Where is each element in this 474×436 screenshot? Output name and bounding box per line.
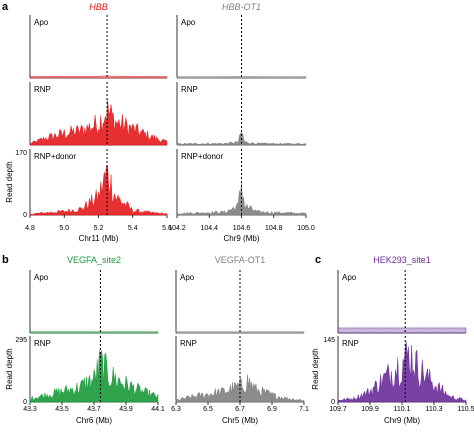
chart-title: VEGFA-OT1 — [215, 255, 266, 265]
x-tick-label: 6.7 — [235, 406, 245, 413]
row-label: RNP — [342, 339, 359, 348]
x-axis-label: Chr9 (Mb) — [384, 416, 420, 425]
x-tick-label: 5.0 — [59, 225, 69, 232]
x-tick-label: 110.5 — [458, 406, 474, 413]
row-label: RNP — [181, 85, 198, 94]
x-axis-label: Chr9 (Mb) — [223, 234, 259, 243]
row-label: Apo — [181, 18, 196, 27]
x-tick-label: 5.4 — [128, 225, 138, 232]
x-axis-label: Chr11 (Mb) — [79, 234, 119, 243]
x-tick-label: 110.3 — [426, 406, 443, 413]
x-tick-label: 5.6 — [162, 225, 172, 232]
x-tick-label: 5.2 — [94, 225, 104, 232]
y-tick-label: 145 — [323, 337, 335, 344]
chart-title: HBB — [89, 2, 108, 12]
series-area-apo — [29, 331, 159, 334]
row-label: RNP+donor — [181, 152, 223, 161]
x-tick-label: 43.3 — [23, 406, 37, 413]
x-tick-label: 104.4 — [200, 225, 218, 232]
series-area-rnp-donor — [29, 165, 168, 216]
x-tick-label: 6.5 — [203, 406, 213, 413]
y-axis-label: Read depth — [311, 348, 320, 389]
x-tick-label: 7.1 — [299, 406, 309, 413]
panel-letter-a: a — [2, 1, 9, 13]
x-tick-label: 104.2 — [168, 225, 186, 232]
series-area-apo — [29, 75, 168, 79]
x-tick-label: 43.5 — [55, 406, 69, 413]
x-tick-label: 104.6 — [233, 225, 251, 232]
row-label: RNP — [180, 339, 197, 348]
x-tick-label: 109.9 — [361, 406, 379, 413]
series-area-rnp — [337, 341, 467, 403]
x-tick-label: 43.9 — [119, 406, 133, 413]
panel-letter-b: b — [2, 254, 9, 266]
series-area-apo — [176, 75, 307, 79]
y-tick-label: 170 — [15, 150, 27, 157]
series-area-apo — [337, 327, 467, 334]
row-label: Apo — [34, 18, 49, 27]
x-tick-label: 104.8 — [265, 225, 283, 232]
x-axis-label: Chr5 (Mb) — [222, 416, 258, 425]
chart-title: HBB-OT1 — [222, 2, 261, 12]
y-axis-label: Read depth — [5, 348, 14, 389]
row-label: RNP — [34, 85, 51, 94]
series-area-rnp — [29, 350, 159, 403]
series-area-rnp — [29, 99, 168, 146]
y-tick-label: 295 — [15, 337, 27, 344]
y-tick-label: 0 — [23, 399, 27, 406]
chart-title: HEK293_site1 — [373, 255, 431, 265]
y-tick-label: 0 — [331, 399, 335, 406]
x-tick-label: 6.9 — [267, 406, 277, 413]
x-tick-label: 110.1 — [394, 406, 411, 413]
x-tick-label: 6.3 — [171, 406, 181, 413]
x-tick-label: 109.7 — [329, 406, 347, 413]
x-tick-label: 105.0 — [297, 225, 315, 232]
y-axis-label: Read depth — [5, 161, 14, 202]
panel-letter-c: c — [315, 254, 321, 266]
x-tick-label: 43.7 — [87, 406, 101, 413]
row-label: Apo — [342, 273, 357, 282]
row-label: RNP+donor — [34, 152, 76, 161]
y-tick-label: 0 — [23, 212, 27, 219]
series-area-apo — [175, 331, 305, 334]
x-tick-label: 44.1 — [151, 406, 165, 413]
x-tick-label: 4.8 — [25, 225, 35, 232]
row-label: Apo — [34, 273, 49, 282]
x-axis-label: Chr6 (Mb) — [76, 416, 112, 425]
row-label: RNP — [34, 339, 51, 348]
row-label: Apo — [180, 273, 195, 282]
chart-title: VEGFA_site2 — [67, 255, 121, 265]
